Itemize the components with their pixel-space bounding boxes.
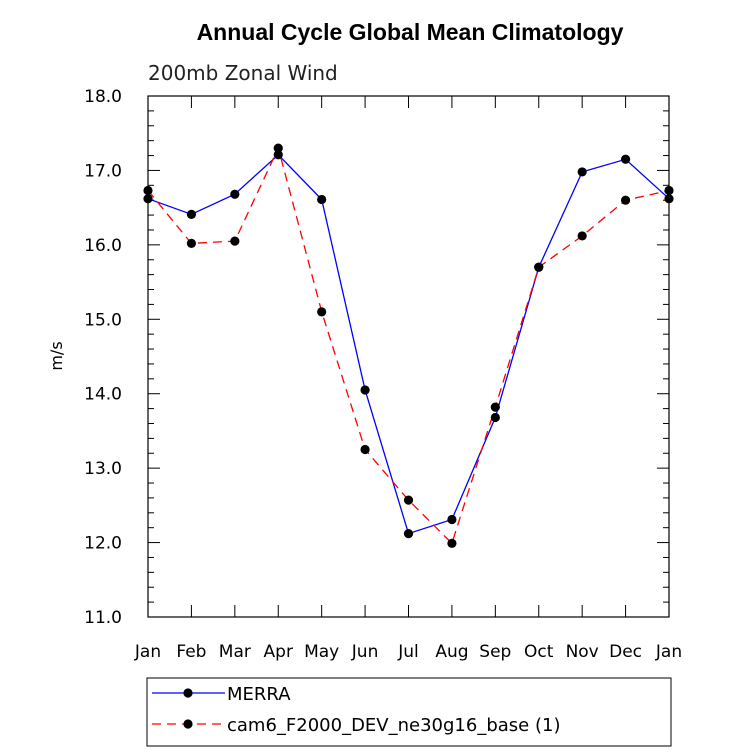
y-tick-label: 12.0 <box>84 534 122 554</box>
legend-box <box>146 677 672 747</box>
data-point-merra <box>447 514 457 525</box>
data-point-cam6 <box>490 402 500 412</box>
data-point-merra <box>664 194 674 204</box>
legend-label-merra: MERRA <box>227 684 291 705</box>
data-point-cam6 <box>360 444 370 455</box>
y-tick-label: 17.0 <box>84 161 122 181</box>
y-tick-label: 11.0 <box>84 608 122 628</box>
series-line-merra <box>147 153 670 535</box>
x-tick-label: Jun <box>351 642 379 662</box>
x-tick-label: Oct <box>524 642 554 662</box>
data-point-merra <box>620 154 631 164</box>
legend-marker-cam6 <box>183 719 193 729</box>
y-tick-label: 14.0 <box>84 385 122 405</box>
x-tick-label: Mar <box>219 642 251 662</box>
y-tick-label: 16.0 <box>84 236 122 256</box>
data-point-cam6 <box>534 262 544 272</box>
legend-marker-merra <box>183 688 193 698</box>
x-tick-label: Jan <box>134 642 161 662</box>
x-tick-label: Dec <box>609 642 642 662</box>
data-point-merra <box>230 189 240 199</box>
data-point-merra <box>143 194 153 204</box>
data-point-cam6 <box>620 195 631 205</box>
x-tick-label: Feb <box>176 642 206 662</box>
data-point-cam6 <box>447 538 457 548</box>
data-point-merra <box>490 412 500 423</box>
data-point-merra <box>360 385 370 395</box>
data-point-merra <box>186 209 197 219</box>
x-tick-label: Sep <box>479 642 511 662</box>
data-point-cam6 <box>186 238 197 248</box>
y-tick-label: 18.0 <box>84 87 122 107</box>
data-point-merra <box>317 194 327 205</box>
plot-frame <box>147 95 670 618</box>
x-tick-label: Apr <box>264 642 293 662</box>
series-line-cam6 <box>147 146 670 545</box>
data-point-merra <box>577 167 587 177</box>
data-point-cam6 <box>577 231 587 241</box>
data-point-cam6 <box>317 307 327 317</box>
chart-subtitle: 200mb Zonal Wind <box>148 61 338 85</box>
y-tick-label: 15.0 <box>84 310 122 330</box>
data-point-cam6 <box>664 185 674 196</box>
x-tick-label: Nov <box>566 642 599 662</box>
x-tick-label: Aug <box>435 642 468 662</box>
x-tick-label: Jan <box>655 642 682 662</box>
legend-label-cam6: cam6_F2000_DEV_ne30g16_base (1) <box>227 715 560 736</box>
chart-title: Annual Cycle Global Mean Climatology <box>197 19 624 45</box>
data-point-cam6 <box>273 143 283 153</box>
data-point-cam6 <box>403 495 414 505</box>
y-axis-label: m/s <box>47 341 66 370</box>
data-point-merra <box>403 529 414 539</box>
y-tick-label: 13.0 <box>84 459 122 479</box>
x-tick-label: May <box>304 642 339 662</box>
x-tick-label: Jul <box>397 642 419 662</box>
data-point-cam6 <box>230 236 240 246</box>
data-point-merra <box>273 150 283 160</box>
data-point-cam6 <box>143 185 153 196</box>
